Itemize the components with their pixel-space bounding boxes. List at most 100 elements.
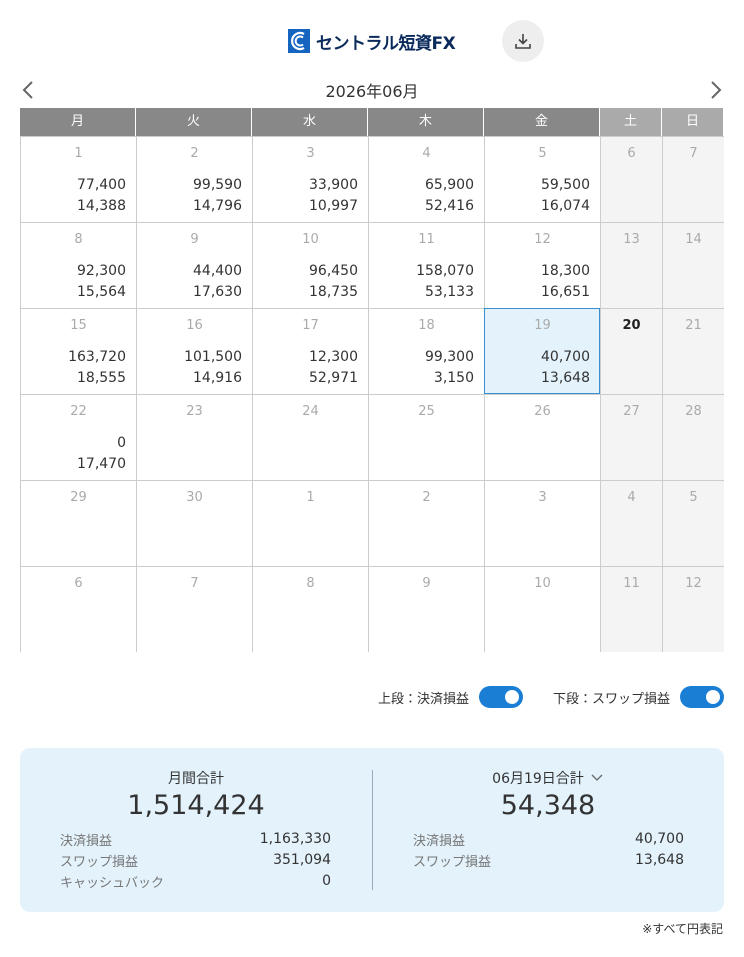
day-number: 10 bbox=[302, 232, 319, 247]
day-number: 23 bbox=[186, 404, 203, 419]
weekday-header: 金 bbox=[484, 108, 600, 136]
day-cell[interactable]: 8 bbox=[252, 566, 368, 652]
day-number: 9 bbox=[422, 576, 431, 591]
prev-month[interactable] bbox=[18, 78, 38, 102]
summary-title[interactable]: 06月19日合計 bbox=[372, 768, 724, 788]
day-cell[interactable]: 25 bbox=[368, 394, 484, 480]
day-cell[interactable]: 12 bbox=[662, 566, 724, 652]
day-cell[interactable]: 24 bbox=[252, 394, 368, 480]
toggle-switch[interactable] bbox=[680, 686, 724, 708]
row-value: 13,648 bbox=[635, 852, 684, 868]
day-cell[interactable]: 11 158,070 53,133 bbox=[368, 222, 484, 308]
swap-pl: 13,648 bbox=[541, 370, 590, 386]
month-title: 2026年06月 bbox=[325, 82, 419, 101]
day-cell[interactable]: 30 bbox=[136, 480, 252, 566]
day-cell[interactable]: 7 bbox=[136, 566, 252, 652]
day-cell[interactable]: 6 bbox=[600, 136, 662, 222]
weekday-header: 水 bbox=[252, 108, 368, 136]
day-cell[interactable]: 12 18,300 16,651 bbox=[484, 222, 600, 308]
day-cell[interactable]: 15 163,720 18,555 bbox=[20, 308, 136, 394]
day-number: 1 bbox=[306, 490, 315, 505]
toggle-switch[interactable] bbox=[479, 686, 523, 708]
logo-icon bbox=[288, 29, 310, 53]
day-cell[interactable]: 2 bbox=[368, 480, 484, 566]
day-number: 1 bbox=[74, 146, 83, 161]
swap-pl: 15,564 bbox=[77, 284, 126, 300]
day-number: 12 bbox=[534, 232, 551, 247]
settlement-pl: 65,900 bbox=[425, 177, 474, 193]
day-cell[interactable]: 28 bbox=[662, 394, 724, 480]
swap-pl: 16,651 bbox=[541, 284, 590, 300]
day-cell[interactable]: 19 40,700 13,648 bbox=[484, 308, 600, 394]
next-month[interactable] bbox=[706, 78, 726, 102]
day-number: 18 bbox=[418, 318, 435, 333]
weekday-header: 木 bbox=[368, 108, 484, 136]
day-cell[interactable]: 11 bbox=[600, 566, 662, 652]
day-cell[interactable]: 9 bbox=[368, 566, 484, 652]
day-cell[interactable]: 9 44,400 17,630 bbox=[136, 222, 252, 308]
summary-total: 1,514,424 bbox=[127, 790, 265, 821]
day-number: 8 bbox=[74, 232, 83, 247]
settlement-pl: 33,900 bbox=[309, 177, 358, 193]
day-cell[interactable]: 5 59,500 16,074 bbox=[484, 136, 600, 222]
day-number: 12 bbox=[685, 576, 702, 591]
day-cell[interactable]: 4 65,900 52,416 bbox=[368, 136, 484, 222]
brand-name: セントラル短資FX bbox=[316, 33, 456, 54]
swap-pl: 53,133 bbox=[425, 284, 474, 300]
settlement-pl: 99,300 bbox=[425, 349, 474, 365]
day-cell[interactable]: 1 bbox=[252, 480, 368, 566]
day-number: 9 bbox=[190, 232, 199, 247]
day-cell[interactable]: 20 bbox=[600, 308, 662, 394]
day-cell[interactable]: 7 bbox=[662, 136, 724, 222]
day-number: 19 bbox=[534, 318, 551, 333]
day-number: 2 bbox=[190, 146, 199, 161]
day-cell[interactable]: 3 bbox=[484, 480, 600, 566]
swap-pl: 17,630 bbox=[193, 284, 242, 300]
day-cell[interactable]: 14 bbox=[662, 222, 724, 308]
day-cell[interactable]: 4 bbox=[600, 480, 662, 566]
day-cell[interactable]: 2 99,590 14,796 bbox=[136, 136, 252, 222]
day-cell[interactable]: 10 bbox=[484, 566, 600, 652]
swap-pl: 3,150 bbox=[433, 370, 474, 386]
day-cell[interactable]: 29 bbox=[20, 480, 136, 566]
day-cell[interactable]: 10 96,450 18,735 bbox=[252, 222, 368, 308]
day-cell[interactable]: 17 12,300 52,971 bbox=[252, 308, 368, 394]
weekday-header: 土 bbox=[600, 108, 662, 136]
day-number: 14 bbox=[685, 232, 702, 247]
day-cell[interactable]: 26 bbox=[484, 394, 600, 480]
settlement-pl: 12,300 bbox=[309, 349, 358, 365]
day-cell[interactable]: 21 bbox=[662, 308, 724, 394]
row-label: キャッシュバック bbox=[60, 876, 165, 891]
day-cell[interactable]: 1 77,400 14,388 bbox=[20, 136, 136, 222]
settlement-pl: 92,300 bbox=[77, 263, 126, 279]
day-number: 24 bbox=[302, 404, 319, 419]
day-cell[interactable]: 13 bbox=[600, 222, 662, 308]
settlement-pl: 96,450 bbox=[309, 263, 358, 279]
swap-pl: 17,470 bbox=[77, 456, 126, 472]
day-cell[interactable]: 3 33,900 10,997 bbox=[252, 136, 368, 222]
settlement-pl: 59,500 bbox=[541, 177, 590, 193]
day-number: 2 bbox=[422, 490, 431, 505]
swap-pl: 18,555 bbox=[77, 370, 126, 386]
day-number: 4 bbox=[627, 490, 636, 505]
day-cell[interactable]: 23 bbox=[136, 394, 252, 480]
day-cell[interactable]: 8 92,300 15,564 bbox=[20, 222, 136, 308]
day-number: 16 bbox=[186, 318, 203, 333]
swap-pl: 10,997 bbox=[309, 198, 358, 214]
brand-logo: セントラル短資FX bbox=[288, 28, 456, 54]
settlement-pl: 18,300 bbox=[541, 263, 590, 279]
day-cell[interactable]: 22 0 17,470 bbox=[20, 394, 136, 480]
settlement-pl: 163,720 bbox=[68, 349, 126, 365]
day-cell[interactable]: 18 99,300 3,150 bbox=[368, 308, 484, 394]
day-number: 5 bbox=[689, 490, 698, 505]
row-label: 決済損益 bbox=[413, 834, 466, 849]
day-cell[interactable]: 27 bbox=[600, 394, 662, 480]
weekday-header: 月 bbox=[20, 108, 136, 136]
download-button[interactable] bbox=[502, 20, 544, 62]
day-cell[interactable]: 6 bbox=[20, 566, 136, 652]
day-cell[interactable]: 16 101,500 14,916 bbox=[136, 308, 252, 394]
day-cell[interactable]: 5 bbox=[662, 480, 724, 566]
day-number: 17 bbox=[302, 318, 319, 333]
day-number: 4 bbox=[422, 146, 431, 161]
day-number: 20 bbox=[622, 318, 641, 333]
